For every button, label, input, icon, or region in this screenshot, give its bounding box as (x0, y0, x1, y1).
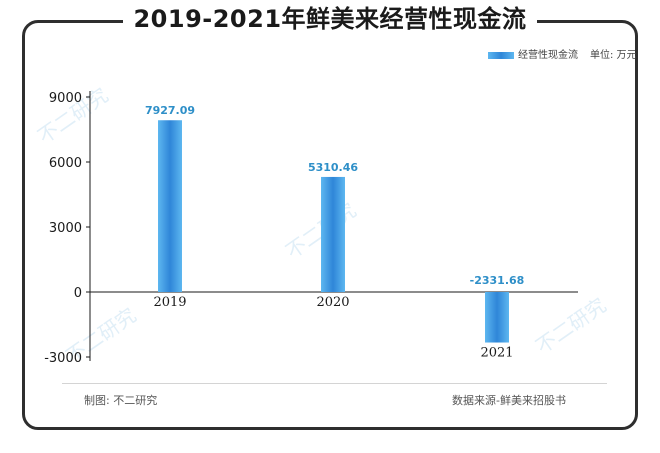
legend-swatch (488, 51, 514, 59)
y-tick-label: 3000 (49, 221, 82, 236)
bar (321, 176, 345, 292)
source-text: 数据来源-鲜美来招股书 (452, 394, 566, 407)
y-tick-label: 6000 (49, 156, 82, 171)
x-tick-label: 2020 (316, 295, 349, 310)
value-label: 7927.09 (145, 104, 195, 117)
bar (158, 120, 182, 292)
legend: 经营性现金流 单位: 万元 (488, 46, 637, 61)
y-tick-label: 0 (74, 286, 82, 301)
x-tick-label: 2021 (480, 346, 513, 361)
bar (485, 292, 509, 343)
unit-label: 单位: 万元 (590, 50, 637, 61)
x-tick-label: 2019 (153, 295, 186, 310)
legend-series-label: 经营性现金流 (518, 50, 578, 61)
y-tick-label: -3000 (44, 351, 82, 366)
chart-title: 2019-2021年鲜美来经营性现金流 (123, 4, 537, 34)
title-wrap: 2019-2021年鲜美来经营性现金流 (0, 4, 660, 34)
y-tick-label: 9000 (49, 91, 82, 106)
value-label: 5310.46 (308, 161, 358, 174)
footer-divider (62, 383, 607, 384)
value-label: -2331.68 (470, 274, 525, 287)
credit-text: 制图: 不二研究 (84, 394, 158, 407)
